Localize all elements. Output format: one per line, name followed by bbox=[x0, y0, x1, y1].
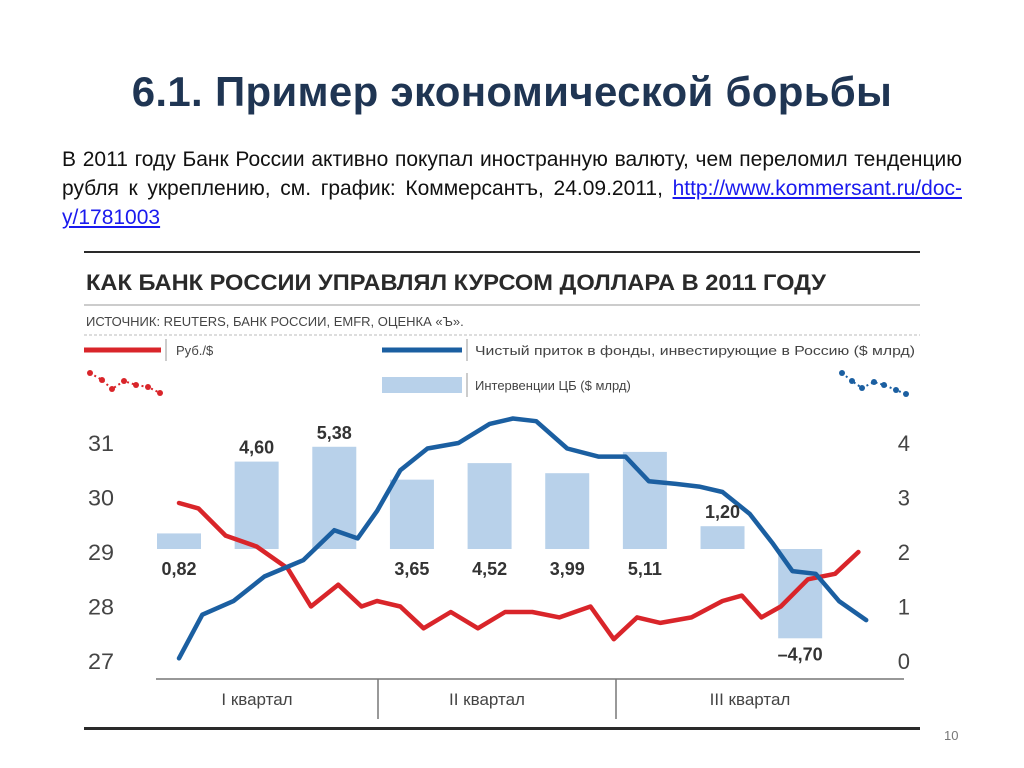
marker-dot bbox=[903, 391, 909, 397]
fund-inflow-line bbox=[176, 416, 869, 661]
chart-header: КАК БАНК РОССИИ УПРАВЛЯЛ КУРСОМ ДОЛЛАРА … bbox=[84, 270, 920, 397]
intervention-bar bbox=[234, 461, 279, 549]
left-axis-tick-label: 28 bbox=[88, 595, 114, 620]
intervention-bar bbox=[467, 463, 512, 549]
slide-title: 6.1. Пример экономической борьбы bbox=[131, 68, 893, 115]
right-axis-tick-label: 1 bbox=[898, 595, 910, 620]
bar-value-label: –4,70 bbox=[778, 644, 823, 664]
source-link[interactable]: http://www.kommersant.ru/doc-y/1781003 bbox=[62, 177, 962, 229]
marker-dot bbox=[881, 382, 887, 388]
bar-labels: 0,82 4,60 5,38 3,65 4,52 3,99 5,11 1,20 –4,70 bbox=[161, 423, 822, 665]
intervention-bar bbox=[157, 533, 201, 549]
chart-panel: КАК БАНК РОССИИ УПРАВЛЯЛ КУРСОМ ДОЛЛАРА … bbox=[84, 251, 920, 730]
slide-paragraph: В 2011 году Банк России активно покупал … bbox=[62, 145, 962, 232]
bar-value-label: 5,38 bbox=[317, 423, 352, 443]
bar-value-label: 1,20 bbox=[705, 502, 740, 522]
left-axis-tick-label: 30 bbox=[88, 486, 114, 511]
bar-value-label: 4,52 bbox=[472, 559, 507, 579]
intervention-bar bbox=[700, 526, 745, 549]
left-axis-tick-label: 31 bbox=[88, 431, 114, 456]
marker-dot bbox=[849, 378, 855, 384]
quarter-label: II квартал bbox=[449, 690, 525, 709]
legend-interventions-swatch bbox=[382, 377, 462, 393]
legend-ruble-label: Руб./$ bbox=[176, 343, 214, 358]
marker-dot bbox=[871, 379, 877, 385]
right-axis-tick-label: 4 bbox=[898, 431, 910, 456]
right-axis-tick-label: 0 bbox=[898, 649, 910, 674]
ruble-rate-line bbox=[176, 500, 861, 642]
marker-dot bbox=[145, 384, 151, 390]
intervention-bar bbox=[622, 451, 667, 549]
marker-dot bbox=[87, 370, 93, 376]
chart-title: КАК БАНК РОССИИ УПРАВЛЯЛ КУРСОМ ДОЛЛАРА … bbox=[86, 270, 826, 295]
quarter-label: III квартал bbox=[710, 690, 791, 709]
marker-dot bbox=[99, 377, 105, 383]
paragraph-text: В 2011 году Банк России активно покупал … bbox=[62, 148, 962, 200]
right-axis-tick-label: 3 bbox=[898, 486, 910, 511]
quarter-label: I квартал bbox=[221, 690, 292, 709]
marker-dot bbox=[859, 385, 865, 391]
left-axis-tick-label: 27 bbox=[88, 649, 114, 674]
intervention-bar bbox=[389, 479, 434, 549]
bar-value-label: 5,11 bbox=[628, 559, 662, 579]
data-lines bbox=[176, 416, 869, 661]
marker-dot bbox=[109, 386, 115, 392]
bar-value-label: 4,60 bbox=[239, 438, 274, 458]
chart: КАК БАНК РОССИИ УПРАВЛЯЛ КУРСОМ ДОЛЛАРА … bbox=[84, 270, 920, 719]
bar-value-label: 0,82 bbox=[161, 559, 196, 579]
marker-dot bbox=[133, 382, 139, 388]
page-number: 10 bbox=[944, 728, 959, 743]
marker-dot bbox=[839, 370, 845, 376]
left-axis-tick-label: 29 bbox=[88, 540, 114, 565]
legend-funds-label: Чистый приток в фонды, инвестирующие в Р… bbox=[475, 343, 915, 358]
axes: 31 30 29 28 27 4 3 2 1 0 I квартал II квартал III кв… bbox=[88, 431, 910, 719]
chart-source: ИСТОЧНИК: REUTERS, БАНК РОССИИ, EMFR, ОЦ… bbox=[86, 314, 464, 329]
marker-dot bbox=[121, 378, 127, 384]
intervention-bars bbox=[157, 446, 823, 639]
legend-interventions-label: Интервенции ЦБ ($ млрд) bbox=[475, 378, 631, 393]
right-axis-tick-label: 2 bbox=[898, 540, 910, 565]
bar-value-label: 3,99 bbox=[550, 559, 585, 579]
marker-dot bbox=[157, 390, 163, 396]
bar-value-label: 3,65 bbox=[394, 559, 429, 579]
intervention-bar bbox=[545, 473, 590, 549]
marker-dot bbox=[893, 387, 899, 393]
